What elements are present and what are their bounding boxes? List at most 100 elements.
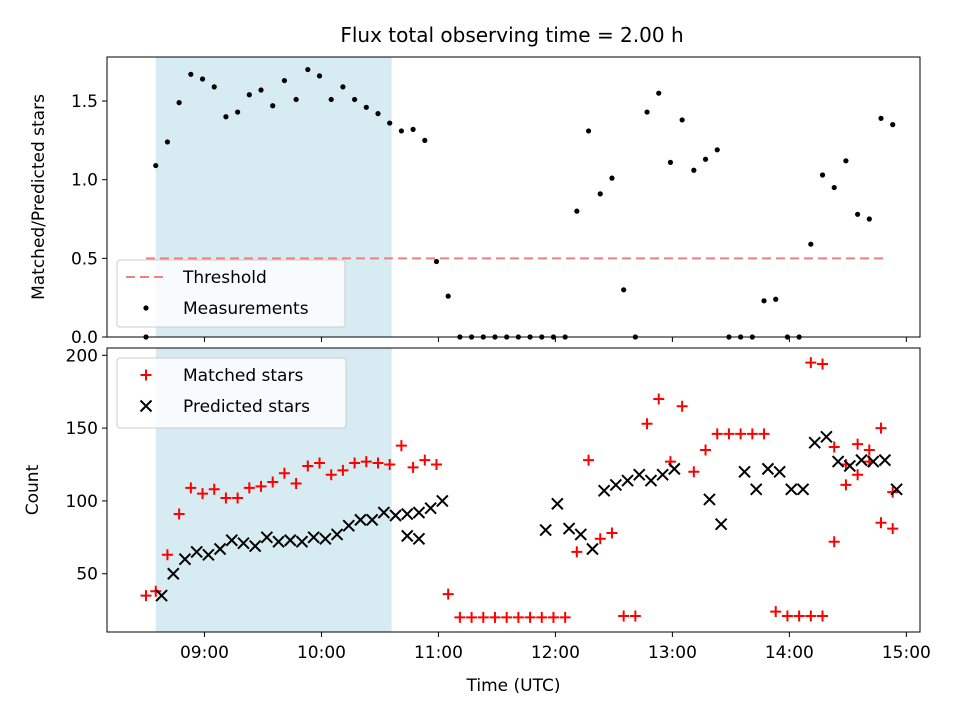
predicted-star-point <box>155 589 168 602</box>
matched-star-point <box>349 457 361 469</box>
legend-label: Measurements <box>183 299 309 319</box>
measurement-point <box>340 84 346 90</box>
predicted-star-point <box>878 453 892 467</box>
legend-frame <box>116 259 346 328</box>
measurement-point <box>773 296 779 302</box>
predicted-star-point <box>562 522 576 535</box>
measurement-point <box>246 92 252 98</box>
predicted-star-point <box>796 483 810 496</box>
matched-star-point <box>840 479 852 491</box>
predicted-star-point <box>330 528 344 541</box>
predicted-star-point <box>597 484 611 497</box>
count-panel: 50 100 150 200 09:00 10:00 11:00 12:00 13:00 14:0… <box>23 346 931 696</box>
measurement-point <box>714 147 720 153</box>
measurement-point <box>270 103 276 109</box>
predicted-star-point <box>401 529 414 543</box>
y-tick-label: 1.5 <box>71 92 98 112</box>
matched-star-point <box>723 428 735 440</box>
measurement-point <box>223 114 229 120</box>
matched-star-point <box>746 428 758 440</box>
matched-star-point <box>477 611 489 623</box>
measurement-point <box>621 287 627 293</box>
matched-star-point <box>863 444 875 456</box>
measurement-point <box>433 258 440 265</box>
matched-star-point <box>489 611 501 623</box>
predicted-star-point <box>202 548 215 562</box>
y-axis-label: Count <box>23 464 43 515</box>
measurement-point <box>761 298 767 304</box>
matched-star-point <box>828 536 840 548</box>
predicted-star-point <box>365 513 379 527</box>
matched-star-point <box>208 483 220 495</box>
measurement-point <box>667 159 674 165</box>
axes-frame <box>106 347 921 633</box>
y-tick-label: 200 <box>66 346 98 366</box>
matched-star-point <box>161 549 173 561</box>
matched-star-point <box>641 418 653 430</box>
predicted-star-point <box>750 483 763 496</box>
measurement-point <box>164 139 171 145</box>
x-tick-label: 12:00 <box>531 643 580 663</box>
predicted-star-point <box>412 532 426 545</box>
measurement-point <box>878 115 884 121</box>
predicted-star-point <box>389 509 402 522</box>
measurement-point <box>574 208 580 214</box>
measurement-point <box>843 158 849 164</box>
predicted-star-point <box>424 501 437 515</box>
matched-star-point <box>430 459 442 471</box>
predicted-star-point <box>412 506 426 519</box>
predicted-star-point <box>260 531 274 544</box>
measurement-point <box>585 128 592 134</box>
predicted-star-point <box>225 534 238 547</box>
measurement-point <box>316 73 323 79</box>
predicted-star-point <box>867 455 880 468</box>
predicted-star-point <box>656 468 669 481</box>
matched-star-point <box>805 357 817 369</box>
predicted-star-point <box>284 534 297 547</box>
matched-star-point <box>875 422 887 434</box>
matched-star-point <box>384 459 396 471</box>
matched-star-point <box>700 444 712 456</box>
predicted-star-point <box>178 552 192 566</box>
matched-star-point <box>817 358 829 370</box>
measurement-point <box>199 76 206 82</box>
matched-star-point <box>512 611 524 623</box>
matched-star-point <box>629 610 641 622</box>
matched-star-point <box>325 469 337 481</box>
predicted-star-point <box>190 545 203 559</box>
matched-star-point <box>547 611 559 623</box>
legend: Threshold Measurements <box>116 259 346 328</box>
matched-star-point <box>852 438 864 450</box>
y-axis-label: Matched/Predicted stars <box>29 94 49 300</box>
measurement-point <box>363 104 369 110</box>
predicted-star-point <box>820 430 833 444</box>
predicted-star-point <box>272 535 285 548</box>
matched-star-point <box>524 611 536 623</box>
measurement-point <box>328 96 334 103</box>
measurement-point <box>679 117 685 123</box>
predicted-star-point <box>738 465 751 479</box>
matched-star-point <box>185 482 197 494</box>
measurement-point <box>387 120 393 126</box>
measurement-point <box>188 71 194 77</box>
predicted-star-point <box>539 523 552 537</box>
matched-star-point <box>278 467 290 479</box>
matched-star-point <box>290 477 302 489</box>
measurement-point <box>656 90 662 96</box>
matched-star-point <box>594 533 606 545</box>
matched-star-point <box>220 492 232 504</box>
predicted-star-point <box>785 483 798 496</box>
matched-star-point <box>360 456 372 468</box>
measurement-point <box>644 109 650 115</box>
measurement-point <box>866 216 872 222</box>
legend: Matched stars Predicted stars <box>116 357 347 429</box>
measurement-point <box>258 87 264 93</box>
measurement-point <box>281 77 288 84</box>
legend-frame <box>116 357 347 429</box>
predicted-star-point <box>890 483 903 496</box>
predicted-star-point <box>401 507 414 521</box>
axes-frame <box>106 56 921 338</box>
predicted-star-point <box>808 436 821 449</box>
y-tick-label: 0.5 <box>71 249 98 269</box>
